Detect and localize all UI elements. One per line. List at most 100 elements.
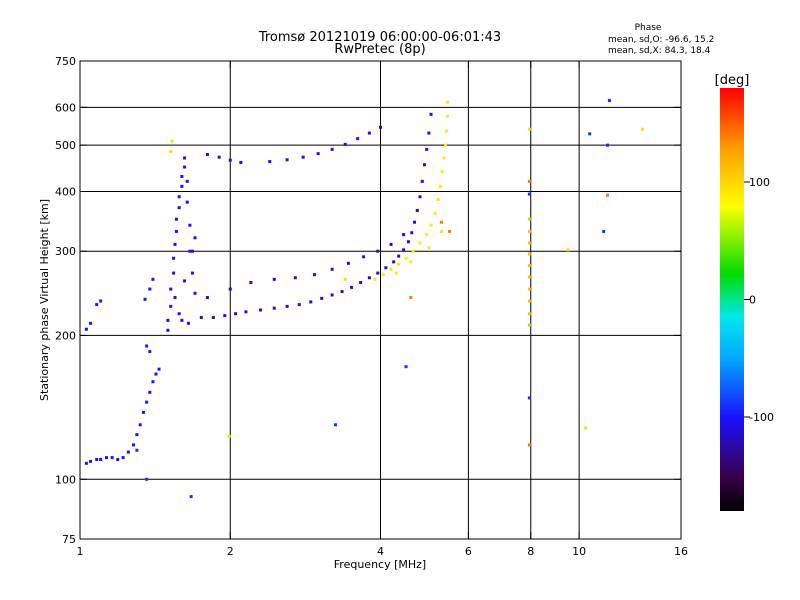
data-point — [223, 314, 227, 318]
x-axis-ticks: 1 2 4 6 8 10 16 — [77, 61, 688, 558]
data-point — [173, 242, 177, 246]
data-point — [285, 158, 289, 162]
phase-box-line-x: mean, sd,X: 84.3, 18.4 — [608, 46, 711, 56]
data-point — [205, 153, 209, 157]
data-point — [440, 170, 444, 174]
data-point — [183, 165, 187, 169]
data-point — [95, 457, 99, 461]
data-point — [228, 158, 232, 162]
data-point — [527, 241, 531, 245]
data-point — [376, 271, 380, 275]
colorbar-label: [deg] — [715, 73, 750, 88]
data-point — [228, 287, 232, 291]
data-point — [145, 344, 149, 348]
data-point — [169, 287, 173, 291]
data-point — [227, 434, 231, 438]
data-point — [154, 372, 158, 376]
data-point — [95, 303, 99, 307]
data-point — [527, 396, 531, 400]
data-point — [180, 318, 184, 322]
data-point — [392, 260, 396, 264]
data-point — [527, 299, 531, 303]
data-point — [446, 114, 450, 118]
data-point — [183, 156, 187, 160]
data-point — [99, 457, 103, 461]
data-point — [606, 193, 610, 197]
data-point — [566, 248, 570, 252]
data-point — [151, 277, 155, 281]
data-point — [440, 220, 444, 224]
data-point — [330, 147, 334, 151]
data-point — [343, 142, 347, 146]
data-point — [397, 254, 401, 258]
y-tick-label: 100 — [55, 473, 76, 486]
y-axis-label: Stationary phase Virtual Height [km] — [38, 199, 51, 401]
data-point — [110, 456, 114, 460]
data-point — [170, 139, 174, 143]
data-point — [330, 293, 334, 297]
data-point — [350, 285, 354, 289]
data-point — [172, 256, 176, 260]
data-point — [180, 174, 184, 178]
phase-box-line-o: mean, sd,O: -96.6, 15.2 — [608, 35, 714, 45]
data-point — [268, 160, 272, 164]
data-point — [402, 233, 406, 237]
y-tick-label: 300 — [55, 245, 76, 258]
colorbar — [720, 88, 744, 511]
data-point — [389, 242, 393, 246]
data-point — [99, 299, 103, 303]
data-point — [211, 315, 215, 319]
y-tick-label: 600 — [55, 101, 76, 114]
data-point — [436, 197, 440, 201]
colorbar-tick-label: -100 — [749, 411, 774, 424]
data-point — [420, 179, 424, 183]
data-point — [135, 448, 139, 452]
data-point — [316, 152, 320, 156]
data-point — [418, 195, 422, 199]
data-point — [410, 231, 414, 235]
data-point — [527, 287, 531, 291]
data-point — [404, 365, 408, 369]
data-point — [346, 261, 350, 265]
data-point — [418, 241, 422, 245]
x-axis-label: Frequency [MHz] — [334, 558, 426, 571]
data-point — [174, 217, 178, 221]
data-point — [356, 137, 360, 141]
y-axis-ticks: 75 100 200 300 400 500 600 750 — [55, 55, 681, 546]
x-tick-label: 6 — [465, 545, 472, 558]
data-point — [379, 125, 382, 129]
data-point — [239, 160, 243, 164]
colorbar-tick-label: 100 — [749, 176, 770, 189]
data-point — [425, 233, 429, 237]
data-point — [448, 229, 452, 233]
data-point — [244, 310, 248, 314]
data-point — [177, 206, 181, 210]
data-point — [188, 223, 192, 227]
data-point — [588, 132, 592, 136]
data-points — [84, 99, 645, 499]
data-point — [527, 192, 531, 196]
data-point — [234, 312, 238, 316]
data-point — [433, 211, 437, 215]
y-tick-label: 750 — [55, 55, 76, 68]
data-point — [397, 262, 401, 266]
data-point — [199, 315, 203, 319]
data-point — [411, 249, 415, 253]
data-point — [297, 303, 301, 307]
data-point — [121, 456, 125, 460]
data-point — [330, 267, 334, 271]
data-point — [145, 400, 149, 404]
data-point — [172, 271, 176, 275]
data-point — [89, 321, 93, 325]
data-point — [193, 236, 197, 240]
data-point — [148, 390, 152, 394]
colorbar-ticks: 100 0 -100 — [744, 176, 774, 424]
data-point — [439, 184, 443, 188]
phase-box-title: Phase — [635, 23, 662, 33]
data-point — [132, 443, 136, 447]
data-point — [312, 273, 316, 277]
data-point — [148, 350, 152, 354]
data-point — [402, 248, 406, 252]
data-point — [641, 127, 645, 131]
